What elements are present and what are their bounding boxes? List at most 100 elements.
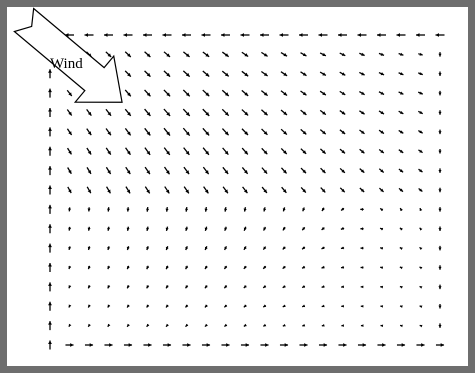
flow-arrow-head	[263, 150, 268, 155]
flow-arrow-head	[340, 227, 344, 230]
flow-arrow-head	[185, 304, 189, 308]
flow-arrow-head	[282, 285, 286, 288]
flow-arrow-head	[204, 227, 208, 231]
flow-arrow-head	[341, 52, 346, 56]
flow-arrow-head	[421, 343, 425, 347]
flow-arrow-head	[323, 343, 328, 347]
flow-arrow-head	[361, 130, 365, 134]
flow-arrow-head	[127, 285, 130, 289]
flow-arrow-head	[48, 69, 52, 73]
flow-arrow-head	[123, 33, 128, 37]
flow-arrow-head	[165, 208, 169, 212]
flow-arrow-head	[166, 112, 171, 116]
flow-arrow-head	[48, 340, 52, 345]
flow-arrow-head	[419, 91, 423, 95]
flow-arrow-head	[321, 246, 325, 249]
flow-arrow-head	[360, 304, 364, 308]
flow-arrow-head	[399, 110, 404, 114]
flow-arrow-head	[438, 189, 442, 193]
flow-arrow-head	[263, 72, 268, 77]
flow-arrow-head	[438, 111, 442, 115]
flow-arrow-head	[380, 52, 385, 56]
flow-arrow-head	[245, 343, 250, 347]
flow-arrow-head	[185, 170, 190, 175]
flow-arrow-head	[438, 92, 442, 96]
flow-arrow-head	[148, 343, 152, 347]
flow-arrow-head	[341, 324, 345, 327]
flow-arrow-head	[204, 323, 208, 327]
flow-arrow-head	[438, 53, 442, 57]
flow-arrow-head	[263, 131, 268, 135]
flow-arrow-head	[302, 227, 306, 231]
flow-arrow-head	[396, 33, 401, 37]
flow-arrow-head	[343, 343, 347, 347]
flow-arrow-head	[243, 208, 247, 212]
flow-arrow-head	[205, 131, 210, 136]
flow-arrow-head	[284, 343, 289, 347]
flow-arrow-head	[419, 286, 423, 289]
flow-arrow-head	[357, 33, 362, 37]
flow-arrow-head	[360, 188, 365, 193]
flow-arrow-head	[438, 266, 442, 270]
wind-arrow-shape	[13, 7, 123, 103]
flow-arrow-head	[419, 208, 423, 212]
flow-arrow-head	[438, 305, 442, 309]
flow-arrow-head	[205, 92, 210, 97]
flow-arrow-head	[263, 92, 268, 96]
flow-arrow-head	[127, 72, 131, 77]
flow-arrow-head	[302, 323, 306, 327]
flow-arrow-head	[48, 146, 52, 151]
flow-arrow-head	[263, 189, 267, 193]
flow-arrow-head	[360, 266, 364, 269]
flow-arrow-head	[166, 131, 170, 136]
flow-arrow-head	[107, 266, 111, 270]
flow-arrow-head	[166, 323, 169, 327]
flow-arrow-head	[224, 111, 229, 116]
flow-arrow-head	[302, 169, 306, 174]
flow-arrow-head	[224, 265, 228, 270]
flow-arrow-head	[283, 111, 287, 116]
flow-arrow-head	[109, 343, 113, 347]
flow-arrow-head	[302, 304, 306, 308]
flow-arrow-head	[87, 189, 91, 194]
flow-arrow-head	[224, 170, 229, 174]
flow-arrow-head	[380, 266, 384, 270]
flow-arrow-head	[70, 343, 74, 347]
wind-label: Wind	[50, 56, 83, 72]
flow-arrow-head	[107, 227, 111, 231]
flow-arrow-head	[321, 188, 326, 193]
flow-arrow-head	[107, 304, 111, 308]
flow-arrow-head	[380, 324, 384, 328]
flow-arrow-head	[127, 92, 131, 97]
flow-arrow-head	[377, 33, 381, 37]
flow-arrow-head	[185, 208, 189, 212]
flow-arrow-head	[204, 189, 209, 194]
flow-arrow-head	[107, 111, 112, 116]
flow-arrow-head	[84, 33, 89, 37]
flow-arrow-head	[166, 266, 169, 270]
flow-arrow-head	[341, 169, 345, 173]
flow-arrow-head	[204, 285, 208, 289]
flow-arrow-head	[127, 53, 131, 57]
flow-arrow-head	[282, 208, 286, 212]
flow-arrow-head	[419, 247, 423, 251]
flow-arrow-head	[282, 246, 286, 250]
flow-arrow-head	[146, 112, 151, 116]
flow-arrow-head	[318, 33, 323, 37]
flow-arrow-head	[65, 33, 69, 37]
flow-arrow-head	[419, 110, 423, 114]
flow-arrow-head	[126, 266, 130, 270]
flow-arrow-head	[166, 53, 171, 57]
flow-arrow-head	[88, 285, 91, 289]
flow-arrow-head	[399, 247, 403, 250]
flow-arrow-head	[146, 170, 150, 175]
flow-arrow-head	[48, 301, 52, 306]
flow-arrow-head	[146, 323, 150, 327]
flow-arrow-head	[87, 111, 92, 116]
flow-arrow-head	[68, 285, 72, 289]
flow-arrow-head	[127, 111, 131, 116]
flow-arrow-head	[321, 227, 325, 230]
flow-arrow-head	[87, 170, 91, 174]
flow-arrow-head	[438, 325, 442, 328]
flow-arrow-head	[126, 246, 130, 250]
